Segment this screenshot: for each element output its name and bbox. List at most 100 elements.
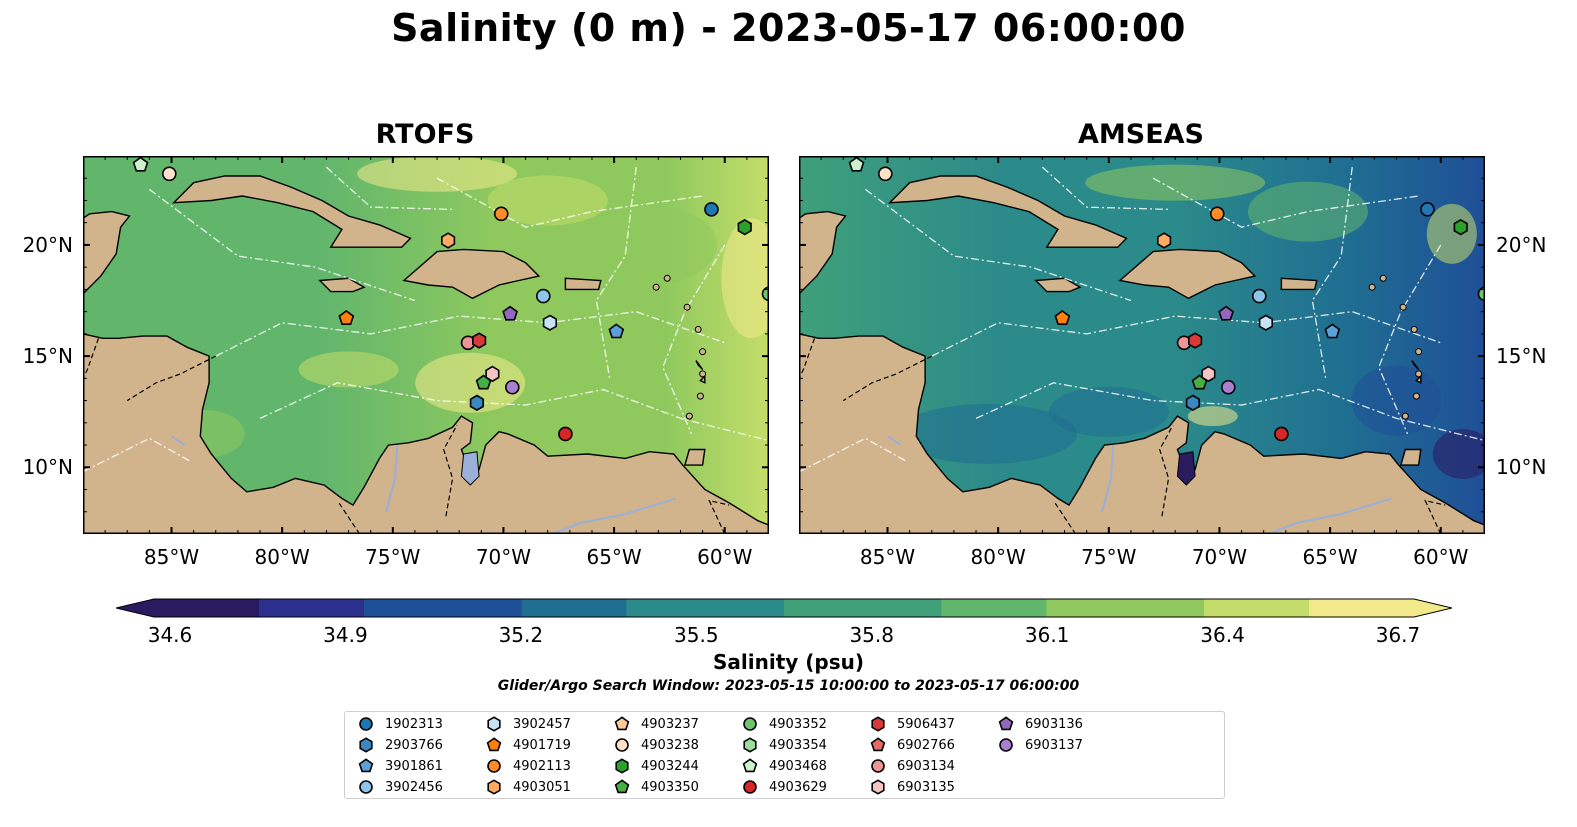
legend-marker-icon: [871, 779, 885, 795]
colorbar-label: Salinity (psu): [712, 650, 864, 674]
platform-marker-3901861[interactable]: [608, 323, 625, 339]
platform-marker-3902456[interactable]: [535, 288, 551, 304]
map-canvas: [799, 156, 1485, 534]
platform-marker-2903766[interactable]: [1185, 394, 1201, 412]
legend-marker-icon: [359, 780, 373, 794]
lat-tick-label-left: 15°N: [22, 344, 73, 369]
platform-marker-6903136[interactable]: [1218, 305, 1234, 321]
platform-marker-6903135[interactable]: [1201, 365, 1216, 383]
landmass: [887, 175, 1128, 248]
eez-boundary: [975, 382, 1485, 442]
salinity-feature: [1048, 386, 1169, 437]
legend-marker-icon: [999, 738, 1013, 752]
landmass: [318, 277, 366, 293]
platform-marker-6903137[interactable]: [1221, 379, 1236, 395]
platform-marker-3902456[interactable]: [1251, 288, 1267, 304]
lat-tick-label-right: 10°N: [1496, 455, 1547, 480]
platform-marker-4903051[interactable]: [1156, 232, 1172, 249]
colorbar-segment: [521, 599, 575, 617]
eez-boundary: [148, 188, 416, 302]
lon-tick-label: 70°W: [1191, 545, 1248, 569]
country-border: [799, 338, 816, 379]
river: [170, 435, 186, 446]
colorbar-segment: [1204, 599, 1258, 617]
colorbar-segment: [889, 599, 943, 617]
platform-marker-4903350[interactable]: [1191, 374, 1208, 390]
colorbar-tick-label: 36.4: [1200, 623, 1245, 647]
platform-marker-6903137[interactable]: [505, 379, 520, 395]
legend-marker-icon: [615, 738, 629, 752]
country-border: [842, 355, 933, 402]
island: [1410, 325, 1418, 333]
colorbar-extend-high: [1414, 599, 1452, 617]
salinity-feature: [1432, 428, 1485, 479]
platform-marker-3902457[interactable]: [542, 314, 558, 331]
eez-boundary: [436, 177, 703, 228]
country-border: [126, 355, 217, 402]
platform-marker-2903766[interactable]: [469, 394, 485, 412]
island: [1379, 274, 1387, 282]
amseas-map[interactable]: [799, 156, 1485, 534]
lat-tick-label-right: 20°N: [1496, 232, 1547, 257]
platform-marker-3901861[interactable]: [1324, 323, 1341, 339]
platform-marker-4903629[interactable]: [1274, 426, 1289, 442]
island: [685, 412, 693, 420]
island: [652, 283, 660, 291]
platform-marker-1902313[interactable]: [704, 202, 719, 217]
legend-label: 4903354: [769, 737, 827, 753]
platform-marker-4903244[interactable]: [1453, 218, 1468, 236]
legend-marker-icon: [871, 759, 885, 773]
legend-item: 4903468: [741, 756, 827, 776]
platform-marker-4902113[interactable]: [1209, 206, 1225, 222]
salinity-feature: [1187, 406, 1238, 427]
platform-marker-4903244[interactable]: [737, 218, 752, 236]
lon-tick-label: 70°W: [475, 545, 532, 569]
lon-tick-label: 85°W: [859, 545, 916, 569]
platform-marker-3902457[interactable]: [1258, 314, 1274, 331]
legend-item: 4902113: [485, 756, 571, 776]
eez-boundary: [864, 188, 1132, 302]
eez-boundary: [595, 167, 637, 379]
platform-marker-5906437[interactable]: [1187, 332, 1203, 349]
lon-tick-label: 75°W: [365, 545, 421, 569]
colorbar-tick-label: 35.8: [849, 623, 894, 647]
platform-marker-4903629[interactable]: [558, 426, 573, 442]
colorbar-tick-label: 35.2: [498, 623, 544, 647]
salinity-feature: [298, 351, 399, 388]
platform-marker-4901719[interactable]: [338, 310, 355, 325]
platform-marker-6903136[interactable]: [502, 305, 518, 321]
platform-marker-4903051[interactable]: [440, 232, 456, 249]
salinity-feature: [1247, 181, 1368, 242]
colorbar-segment: [731, 599, 785, 617]
platform-marker-4903238[interactable]: [878, 166, 893, 182]
legend-marker-icon: [359, 717, 373, 731]
platform-marker-4902113[interactable]: [493, 206, 509, 222]
platform-marker-4903468[interactable]: [848, 156, 865, 172]
platform-marker-1902313[interactable]: [1420, 202, 1435, 217]
landmass: [83, 333, 769, 534]
island: [663, 274, 671, 282]
platform-marker-4903238[interactable]: [162, 166, 177, 182]
map-canvas: [83, 156, 769, 534]
legend-marker-icon: [615, 758, 629, 774]
legend-marker-icon: [743, 780, 757, 794]
legend-label: 4903468: [769, 758, 827, 774]
legend-item: 6903134: [869, 756, 955, 776]
colorbar-segment: [1099, 599, 1153, 617]
rtofs-map[interactable]: [83, 156, 769, 534]
platform-marker-4903350[interactable]: [475, 374, 492, 390]
landmass: [1411, 360, 1420, 370]
salinity-feature: [721, 218, 769, 339]
legend-label: 2903766: [385, 737, 443, 753]
platform-marker-4901719[interactable]: [1054, 310, 1071, 325]
platform-marker-4903352[interactable]: [1477, 286, 1486, 302]
platform-marker-4903352[interactable]: [761, 286, 770, 302]
legend-item: 6903135: [869, 777, 955, 797]
legend-marker-icon: [743, 737, 757, 753]
island: [1415, 370, 1423, 378]
legend-item: 3902457: [485, 714, 571, 734]
legend-label: 6903136: [1025, 716, 1083, 732]
platform-marker-4903468[interactable]: [132, 156, 149, 172]
platform-marker-6903135[interactable]: [485, 365, 500, 383]
platform-marker-5906437[interactable]: [471, 332, 487, 349]
